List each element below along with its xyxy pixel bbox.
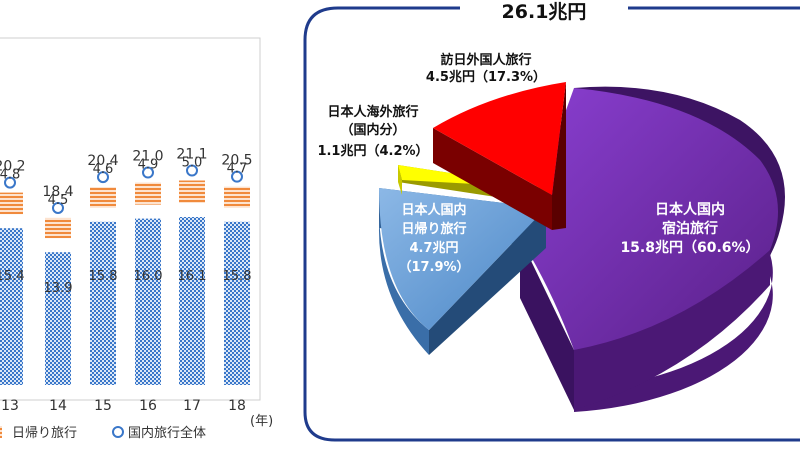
x-tick-18: 18	[228, 398, 246, 414]
label-total-17: 21.1	[176, 147, 207, 163]
bar-overnight-16	[135, 218, 161, 385]
label-day-trip-16: 4.9	[138, 158, 159, 173]
label-total-16: 21.0	[132, 149, 163, 165]
pie-slice-rim-domestic-overnight	[574, 250, 770, 410]
label-overnight-18: 15.8	[223, 269, 252, 284]
bar-overnight-15	[90, 221, 116, 385]
x-axis-ticks: 13 14 15 16 17 18	[1, 398, 246, 414]
bar-day-trip-18	[224, 186, 250, 208]
x-tick-14: 14	[49, 398, 67, 414]
legend-label-total: 国内旅行全体	[128, 425, 206, 441]
pie-label-day-trip-line4: （17.9%）	[398, 259, 469, 275]
label-overnight-16: 16.0	[134, 269, 163, 284]
legend: 日帰り旅行 国内旅行全体	[0, 425, 206, 441]
legend-label-day-trip: 日帰り旅行	[12, 425, 77, 441]
pie-slice-domestic-day-trip	[379, 188, 546, 330]
marker-total-15	[97, 171, 109, 184]
marker-total-13	[4, 176, 16, 189]
label-day-trip-17: 5.0	[182, 156, 203, 171]
pie-chart	[378, 82, 785, 412]
pie-label-day-trip-line1: 日本人国内	[401, 202, 466, 218]
pie-labels: 訪日外国人旅行 4.5兆円（17.3%） 日本人海外旅行 （国内分） 1.1兆円…	[317, 52, 759, 275]
bar-day-trip-13	[0, 192, 23, 215]
label-day-trip-14: 4.5	[48, 193, 69, 208]
x-axis-unit: (年)	[250, 414, 273, 429]
label-day-trip-18: 4.7	[227, 162, 248, 177]
label-overnight-14: 13.9	[44, 281, 73, 296]
bar-overnight-18	[224, 221, 250, 385]
bar-chart	[0, 164, 250, 385]
pie-slice-rim-day-trip	[378, 208, 429, 355]
pie-label-inbound-line2: 4.5兆円（17.3%）	[426, 69, 546, 85]
legend-symbol-day-trip	[0, 426, 2, 438]
bar-day-trip-14	[45, 217, 71, 239]
pie-label-overnight-line1: 日本人国内	[655, 201, 725, 218]
label-overnight-17: 16.1	[178, 269, 207, 284]
bar-overnight-17	[179, 217, 205, 385]
pie-title: 26.1兆円	[502, 1, 587, 23]
x-tick-17: 17	[183, 398, 201, 414]
pie-panel-frame	[303, 6, 800, 442]
marker-total-16	[142, 166, 154, 179]
label-total-14: 18.4	[42, 184, 73, 200]
label-total-15: 20.4	[87, 153, 118, 169]
label-overnight-13: 15.4	[0, 269, 24, 284]
pie-label-overseas-line1: 日本人海外旅行	[327, 104, 418, 120]
label-day-trip-15: 4.6	[93, 162, 114, 177]
pie-label-overnight-line2: 宿泊旅行	[662, 220, 718, 237]
pie-label-inbound-line1: 訪日外国人旅行	[440, 52, 531, 68]
pie-label-overnight-line3: 15.8兆円（60.6%）	[620, 240, 759, 256]
x-tick-16: 16	[139, 398, 157, 414]
legend-symbol-total	[112, 426, 124, 438]
pie-slice-side-cut-inbound	[552, 82, 566, 230]
label-day-trip-13: 4.8	[0, 168, 20, 183]
x-tick-13: 13	[1, 398, 19, 414]
x-tick-15: 15	[94, 398, 112, 414]
bar-day-trip-15	[90, 187, 116, 208]
bar-overnight-14	[45, 252, 71, 385]
label-total-18: 20.5	[221, 153, 252, 169]
pie-slice-side-cut-day-trip	[429, 208, 546, 355]
marker-total-17	[186, 164, 198, 177]
bar-plot-frame	[0, 37, 261, 401]
marker-total-14	[52, 201, 64, 214]
bar-day-trip-16	[135, 182, 161, 205]
marker-total-18	[231, 170, 243, 183]
bar-day-trip-17	[179, 180, 205, 203]
label-overnight-15: 15.8	[89, 269, 118, 284]
bar-value-labels: 15.4 4.820.2 13.9 4.518.4 15.8 4.620.4 16.0 4.9…	[0, 147, 253, 297]
pie-label-day-trip-line2: 日帰り旅行	[401, 221, 466, 237]
pie-slice-rim-overseas-domestic-part	[398, 165, 402, 195]
pie-label-day-trip-line3: 4.7兆円	[409, 240, 458, 256]
pie-slice-edge-domestic-overnight	[520, 238, 574, 410]
pie-slice-side-inbound	[433, 128, 552, 230]
label-total-13: 20.2	[0, 159, 26, 175]
pie-label-overseas-line2: （国内分）	[340, 122, 405, 138]
bar-overnight-13	[0, 228, 23, 385]
pie-label-overseas-line3: 1.1兆円（4.2%）	[317, 143, 428, 159]
pie-slice-domestic-overnight	[520, 88, 778, 350]
pie-slice-inbound	[433, 82, 566, 195]
